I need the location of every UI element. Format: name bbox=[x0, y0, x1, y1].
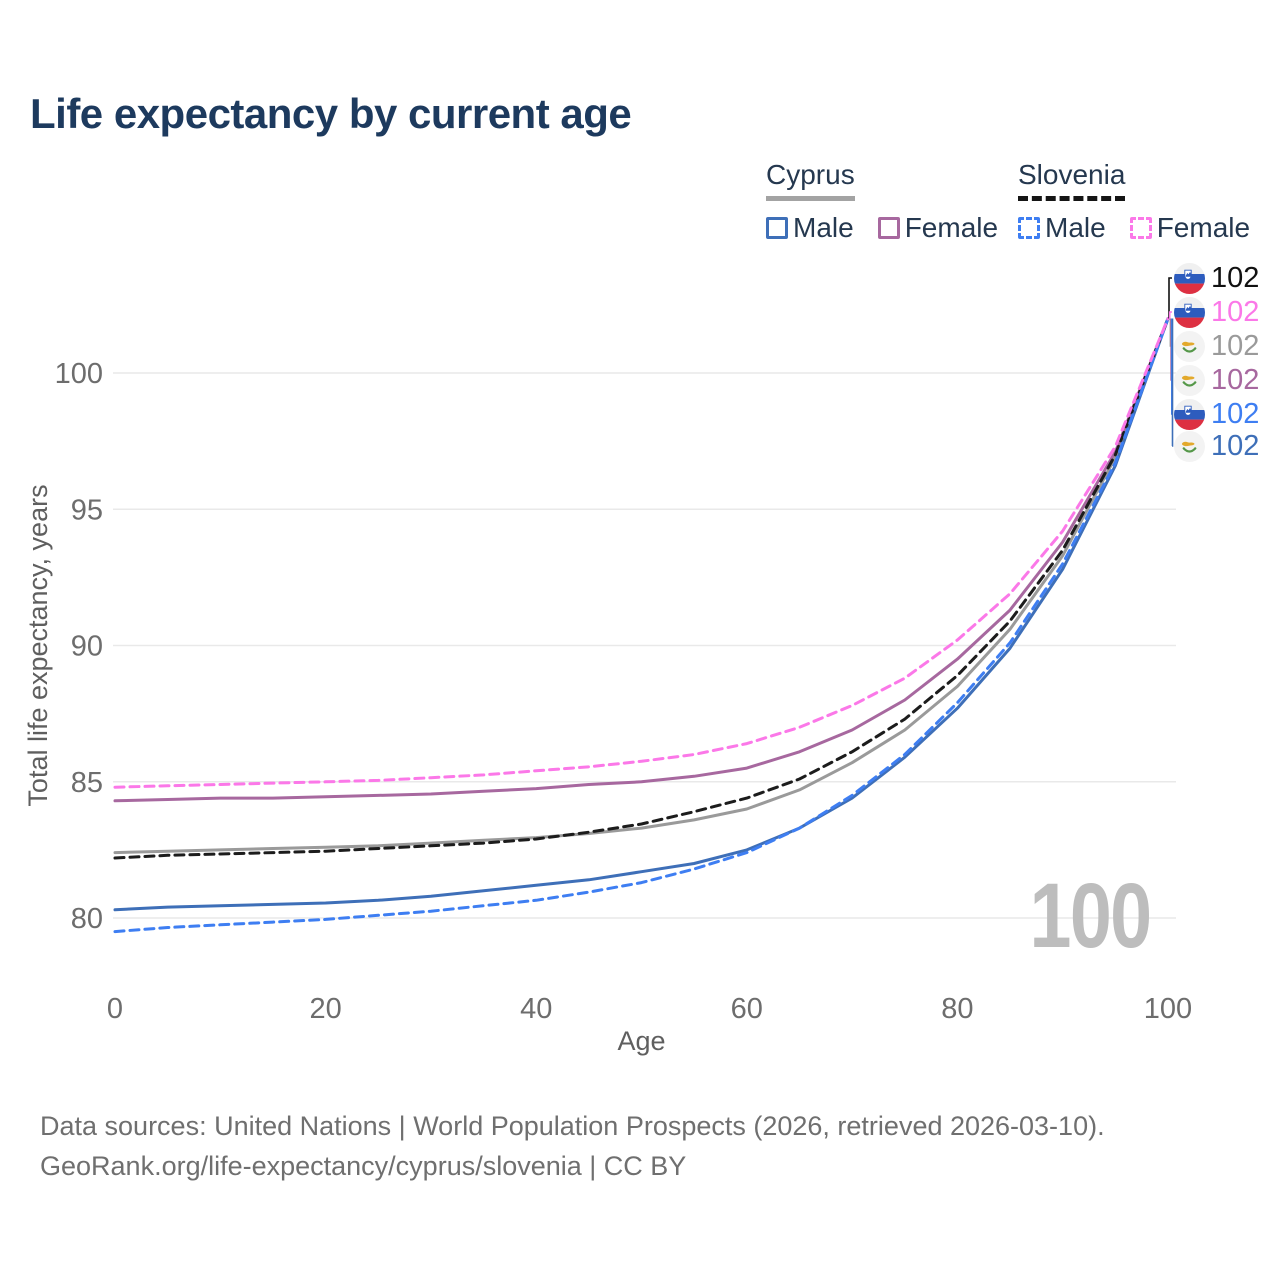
end-label-cyprus-male: 102 bbox=[1174, 430, 1259, 462]
cyprus-flag-icon bbox=[1174, 430, 1205, 462]
end-label-cyprus-total: 102 bbox=[1174, 330, 1259, 362]
footer-attribution: GeoRank.org/life-expectancy/cyprus/slove… bbox=[40, 1151, 687, 1181]
series-line-slovenia-total[interactable] bbox=[113, 317, 1170, 860]
end-label-connector-slovenia-total bbox=[1168, 277, 1172, 319]
slovenia-male-swatch-icon bbox=[1018, 216, 1040, 239]
end-label-value: 102 bbox=[1211, 363, 1260, 396]
slovenia-flag-icon bbox=[1174, 296, 1205, 328]
page-title: Life expectancy by current age bbox=[30, 90, 632, 137]
x-tick-100: 100 bbox=[1144, 993, 1192, 1025]
end-label-value: 102 bbox=[1211, 329, 1260, 362]
x-tick-40: 40 bbox=[520, 993, 552, 1025]
age-watermark: 100 bbox=[1029, 865, 1152, 967]
x-tick-60: 60 bbox=[731, 993, 763, 1025]
end-label-value: 102 bbox=[1211, 397, 1260, 430]
slovenia-female-swatch-icon bbox=[1129, 216, 1152, 239]
y-tick-80: 80 bbox=[71, 903, 103, 935]
legend-group-cyprus: Cyprus Male Female bbox=[766, 159, 998, 244]
slovenia-flag-icon bbox=[1174, 262, 1205, 294]
x-axis-title: Age bbox=[617, 1026, 665, 1056]
y-tick-95: 95 bbox=[71, 494, 103, 526]
end-label-slovenia-male: 102 bbox=[1174, 398, 1259, 430]
footer-sources: Data sources: United Nations | World Pop… bbox=[40, 1111, 1105, 1141]
cyprus-male-swatch-icon bbox=[766, 216, 788, 239]
series-line-cyprus-total[interactable] bbox=[113, 317, 1170, 855]
end-label-value: 102 bbox=[1211, 261, 1260, 294]
end-label-slovenia-female: 102 bbox=[1174, 296, 1259, 328]
end-label-connector-cyprus-male bbox=[1171, 318, 1174, 447]
legend-country-slovenia[interactable]: Slovenia bbox=[1018, 159, 1126, 201]
footer: Data sources: United Nations | World Pop… bbox=[40, 1106, 1105, 1186]
legend-item-slovenia-female[interactable]: Female bbox=[1129, 212, 1250, 244]
series-line-cyprus-female[interactable] bbox=[113, 317, 1170, 803]
legend-item-cyprus-male[interactable]: Male bbox=[766, 212, 854, 244]
y-tick-90: 90 bbox=[71, 631, 103, 663]
end-label-connector-slovenia-female bbox=[1168, 311, 1172, 319]
x-tick-80: 80 bbox=[941, 993, 973, 1025]
slovenia-flag-icon bbox=[1174, 398, 1205, 430]
cyprus-flag-icon bbox=[1174, 330, 1205, 362]
legend-item-slovenia-male[interactable]: Male bbox=[1018, 212, 1106, 244]
y-tick-100: 100 bbox=[55, 358, 103, 390]
cyprus-flag-icon bbox=[1174, 364, 1205, 396]
series-line-cyprus-male[interactable] bbox=[113, 317, 1170, 912]
legend-item-cyprus-female[interactable]: Female bbox=[877, 212, 998, 244]
end-label-value: 102 bbox=[1211, 295, 1260, 328]
y-tick-85: 85 bbox=[71, 767, 103, 799]
x-tick-20: 20 bbox=[309, 993, 341, 1025]
y-axis-title: Total life expectancy, years bbox=[23, 484, 53, 806]
legend-country-cyprus[interactable]: Cyprus bbox=[766, 159, 855, 201]
series-line-slovenia-male[interactable] bbox=[113, 317, 1170, 934]
end-label-slovenia-total: 102 bbox=[1174, 262, 1259, 294]
end-label-cyprus-female: 102 bbox=[1174, 364, 1259, 396]
x-tick-0: 0 bbox=[107, 993, 123, 1025]
series-line-slovenia-female[interactable] bbox=[113, 317, 1170, 789]
cyprus-female-swatch-icon bbox=[877, 216, 900, 239]
legend-group-slovenia: Slovenia Male Female bbox=[1018, 159, 1250, 244]
end-label-value: 102 bbox=[1211, 429, 1260, 462]
